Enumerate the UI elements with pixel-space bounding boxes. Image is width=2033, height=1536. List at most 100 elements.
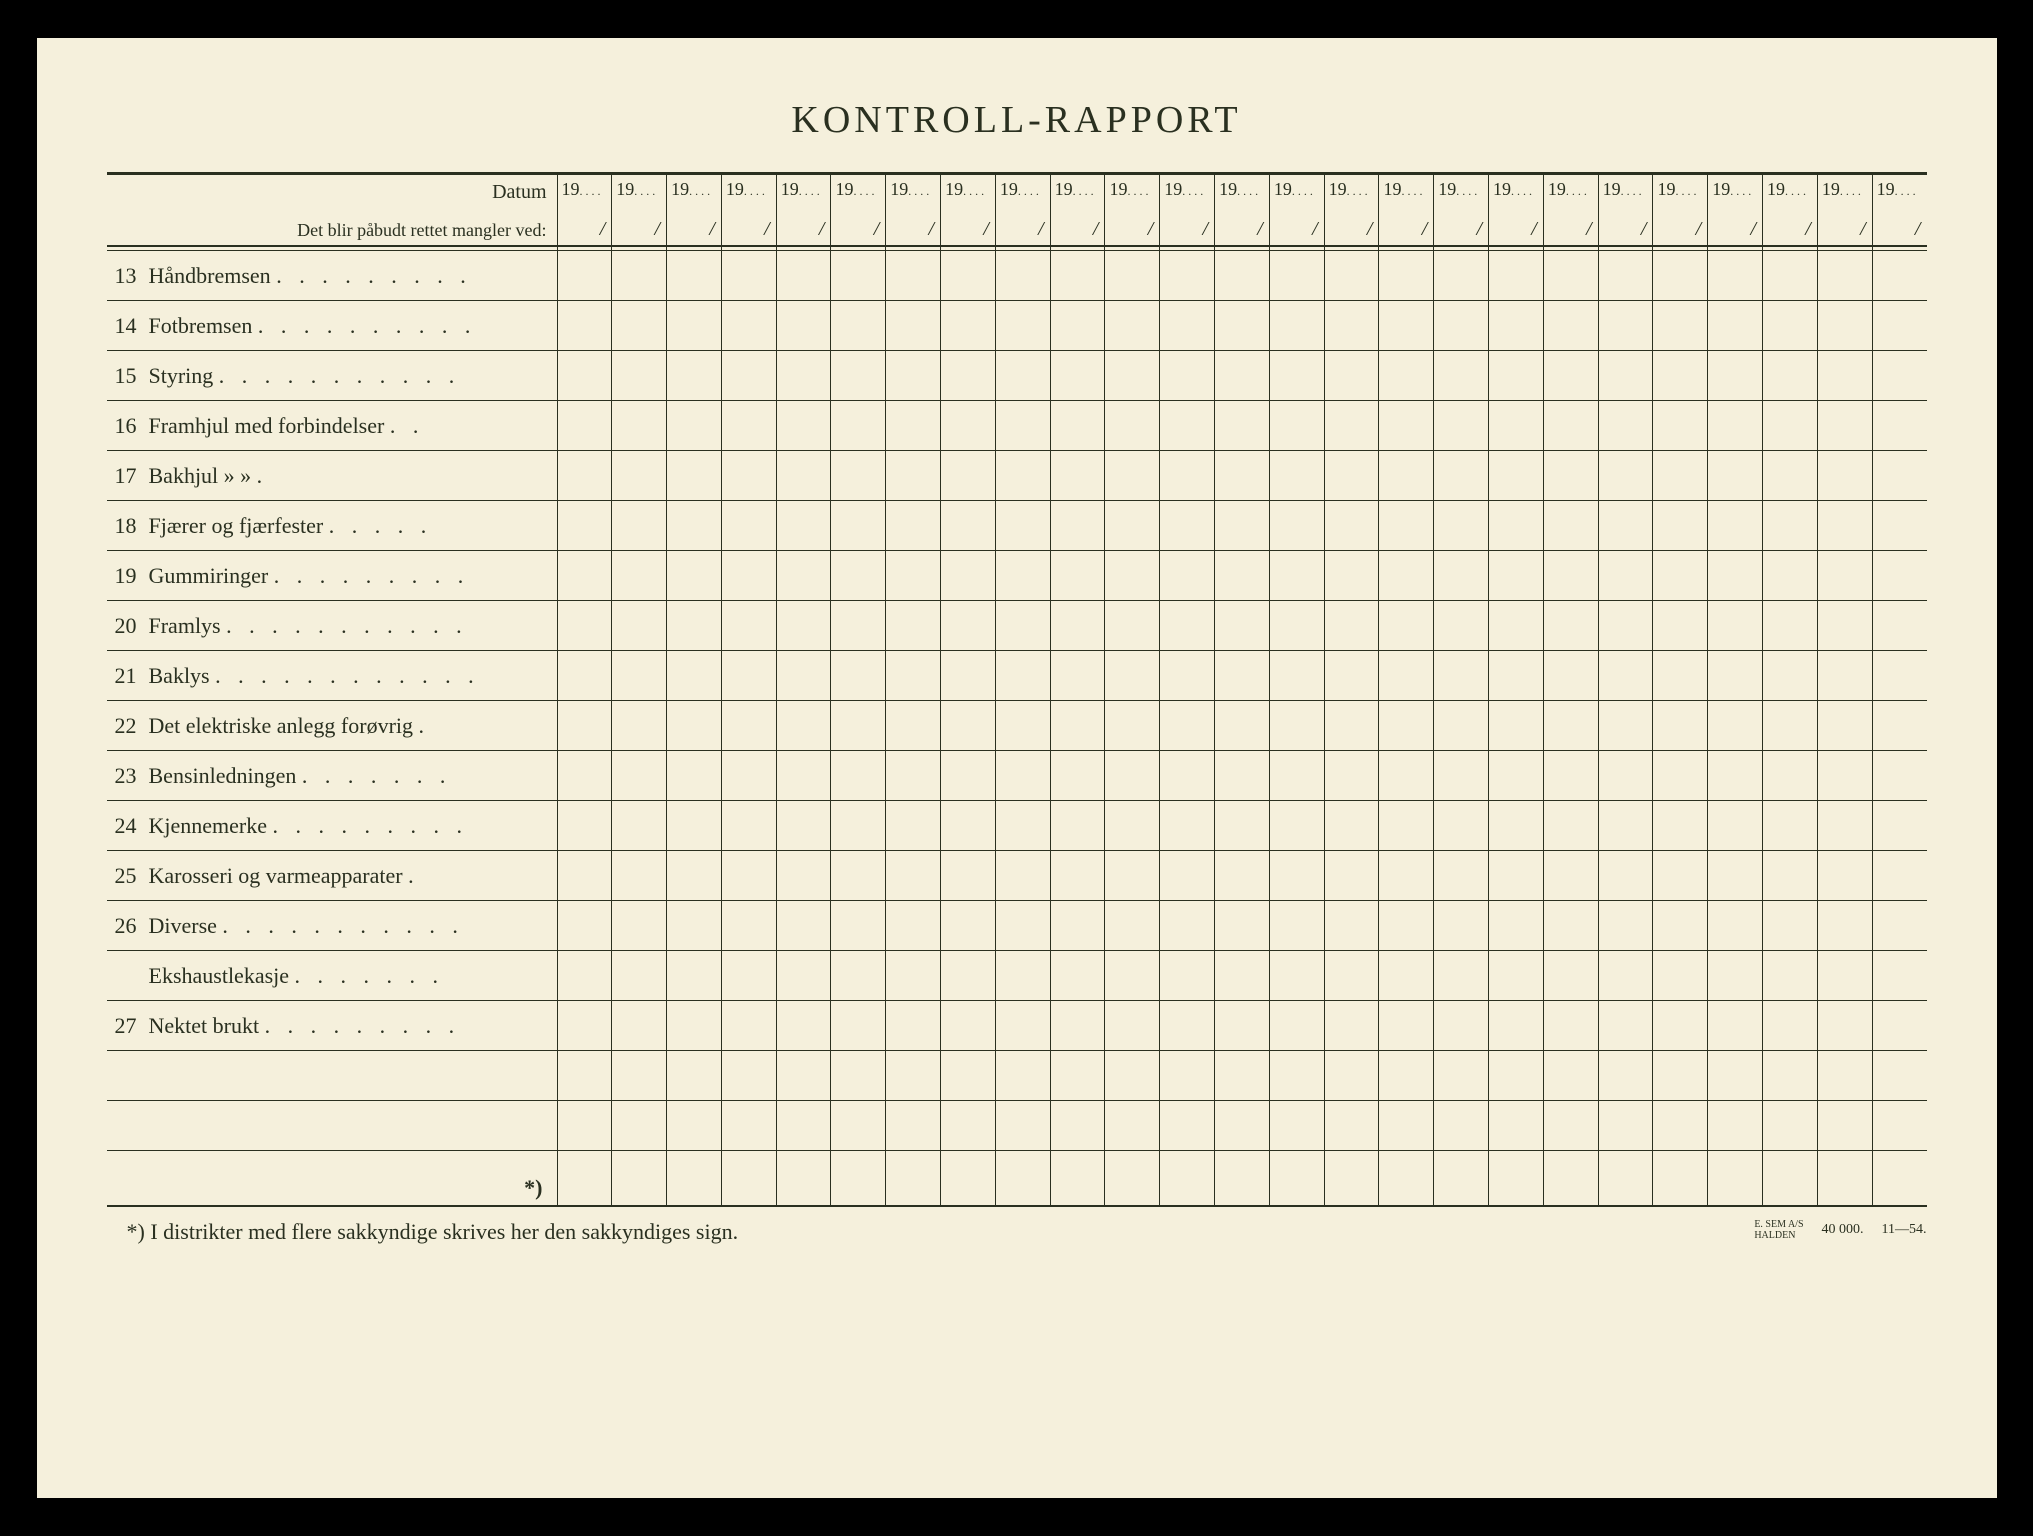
grid-cell (1598, 1001, 1653, 1050)
row-label: 23Bensinledningen . . . . . . . (107, 751, 557, 801)
table-row: 22Det elektriske anlegg forøvrig . (107, 701, 1927, 751)
grid-cell (1652, 801, 1707, 850)
header-subtitle: Det blir påbudt rettet mangler ved: (107, 220, 547, 241)
grid-cell (1050, 951, 1105, 1000)
grid-cell (940, 701, 995, 750)
grid-cell (557, 951, 612, 1000)
grid-cell (1543, 251, 1598, 300)
grid-cell (1159, 1051, 1214, 1100)
grid-cell (776, 601, 831, 650)
grid-cell (1159, 301, 1214, 350)
grid-cell (1652, 1151, 1707, 1205)
grid-cell (1817, 301, 1872, 350)
grid-cell (611, 301, 666, 350)
grid-cell (885, 401, 940, 450)
grid-cell (1707, 351, 1762, 400)
date-column: 19..../ (611, 175, 666, 245)
grid-cell (1159, 751, 1214, 800)
grid-cell (940, 651, 995, 700)
grid-cell (1104, 1151, 1159, 1205)
grid-cell (1269, 1051, 1324, 1100)
grid-cell (995, 401, 1050, 450)
row-cells (557, 351, 1927, 401)
grid-cell (885, 1101, 940, 1150)
grid-cell (1378, 751, 1433, 800)
grid-cell (1872, 451, 1927, 500)
row-number: 13 (107, 263, 149, 289)
grid-cell (1324, 301, 1379, 350)
grid-cell (1214, 901, 1269, 950)
grid-cell (1872, 601, 1927, 650)
row-label: 17Bakhjul » » . (107, 451, 557, 501)
grid-cell (1707, 1151, 1762, 1205)
grid-cell (1543, 451, 1598, 500)
row-number: 26 (107, 913, 149, 939)
grid-cell (1488, 1001, 1543, 1050)
grid-cell (1543, 701, 1598, 750)
grid-cell (1543, 551, 1598, 600)
row-cells (557, 1101, 1927, 1151)
grid-cell (1214, 451, 1269, 500)
grid-cell (1543, 351, 1598, 400)
grid-cell (830, 701, 885, 750)
grid-cell (1214, 651, 1269, 700)
grid-cell (776, 551, 831, 600)
date-slash: / (874, 218, 880, 241)
grid-cell (1817, 351, 1872, 400)
grid-cell (1488, 501, 1543, 550)
grid-cell (1433, 701, 1488, 750)
grid-cell (557, 901, 612, 950)
grid-cell (830, 651, 885, 700)
grid-cell (1050, 601, 1105, 650)
grid-cell (1817, 1151, 1872, 1205)
grid-cell (1269, 401, 1324, 450)
grid-cell (1269, 751, 1324, 800)
grid-cell (1872, 1001, 1927, 1050)
grid-cell (721, 651, 776, 700)
grid-cell (611, 951, 666, 1000)
grid-cell (1598, 601, 1653, 650)
row-cells (557, 251, 1927, 301)
grid-cell (1762, 801, 1817, 850)
row-number: 15 (107, 363, 149, 389)
grid-cell (721, 501, 776, 550)
grid-cell (721, 1051, 776, 1100)
row-label: 16Framhjul med forbindelser . . (107, 401, 557, 451)
grid-cell (1872, 1051, 1927, 1100)
grid-cell (1762, 1001, 1817, 1050)
grid-cell (940, 751, 995, 800)
table-row: 13Håndbremsen . . . . . . . . . (107, 251, 1927, 301)
row-cells (557, 301, 1927, 351)
grid-cell (1488, 1151, 1543, 1205)
grid-cell (885, 501, 940, 550)
grid-cell (557, 651, 612, 700)
grid-cell (995, 651, 1050, 700)
grid-cell (1543, 1151, 1598, 1205)
row-cells (557, 751, 1927, 801)
grid-cell (885, 651, 940, 700)
grid-cell (1817, 801, 1872, 850)
grid-cell (666, 301, 721, 350)
date-column: 19..../ (940, 175, 995, 245)
grid-cell (611, 1001, 666, 1050)
date-slash: / (1312, 218, 1318, 241)
grid-cell (1652, 301, 1707, 350)
grid-cell (1104, 351, 1159, 400)
grid-cell (1598, 301, 1653, 350)
date-column: 19..../ (1817, 175, 1872, 245)
grid-cell (776, 1051, 831, 1100)
page-title: KONTROLL-RAPPORT (107, 98, 1927, 142)
grid-cell (1214, 351, 1269, 400)
grid-cell (1214, 751, 1269, 800)
date-column: 19..../ (1050, 175, 1105, 245)
grid-cell (1707, 851, 1762, 900)
row-label: 26Diverse . . . . . . . . . . . (107, 901, 557, 951)
date-slash: / (1750, 218, 1756, 241)
grid-cell (1324, 351, 1379, 400)
grid-cell (1652, 1051, 1707, 1100)
grid-cell (1488, 551, 1543, 600)
grid-cell (1214, 551, 1269, 600)
grid-cell (1269, 301, 1324, 350)
table-row (107, 1101, 1927, 1151)
row-text: Det elektriske anlegg forøvrig . (149, 713, 547, 739)
